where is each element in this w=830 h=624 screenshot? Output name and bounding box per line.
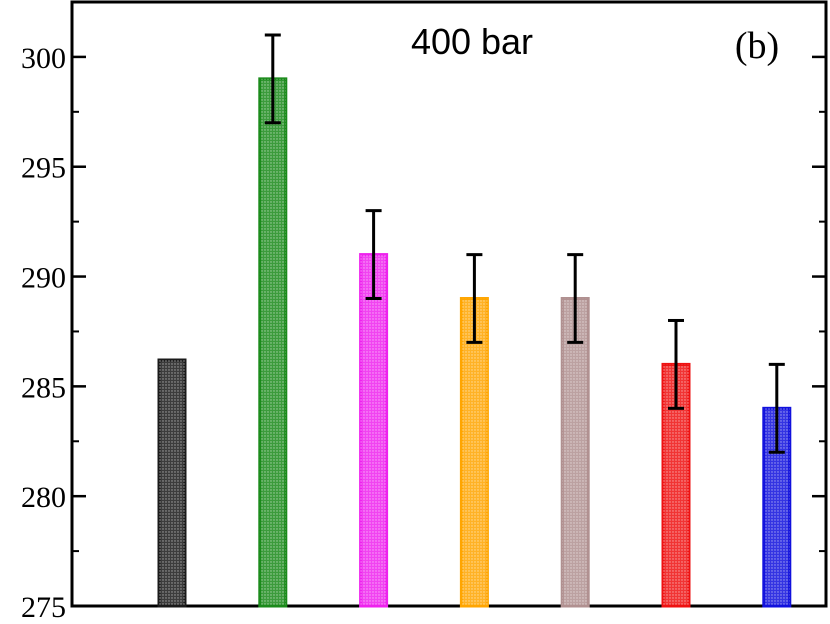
bar-texture (360, 254, 387, 606)
y-tick-label: 295 (21, 152, 66, 185)
bar-texture (461, 298, 488, 606)
plot-area: 275 280 285 290 295 300 (21, 0, 828, 624)
y-tick-label: 300 (21, 42, 66, 75)
bar-texture (159, 360, 185, 606)
panel-label: (b) (735, 25, 779, 67)
y-tick-label: 275 (21, 591, 66, 624)
y-tick-label: 285 (21, 371, 66, 404)
y-tick-label: 280 (21, 481, 66, 514)
bar-texture (562, 298, 589, 606)
bar-texture (259, 78, 286, 606)
y-tick-label: 290 (21, 262, 66, 295)
chart-title: 400 bar (411, 21, 533, 62)
plot-frame (70, 0, 828, 608)
